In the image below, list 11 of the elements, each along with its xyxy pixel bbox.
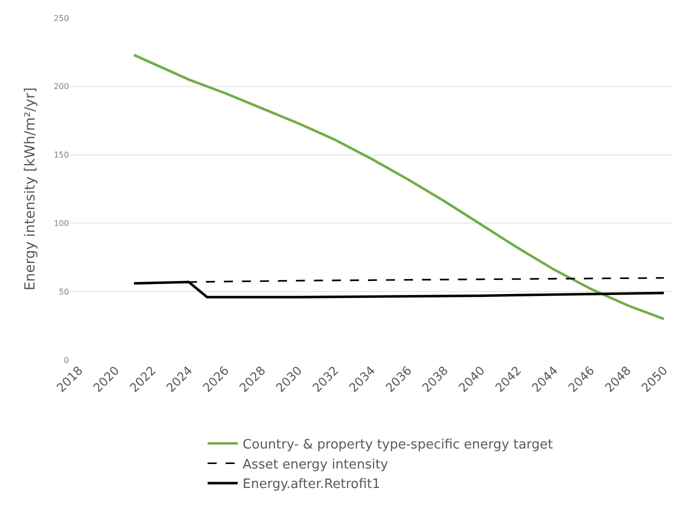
y-tick-label: 200 xyxy=(54,82,69,92)
legend-label: Asset energy intensity xyxy=(242,457,388,472)
y-tick-label: 50 xyxy=(58,287,69,296)
legend-label: Energy.after.Retrofit1 xyxy=(242,477,380,492)
y-tick-label: 250 xyxy=(54,14,69,23)
legend-label: Country- & property type-specific energy target xyxy=(242,437,553,452)
y-tick-label: 100 xyxy=(54,219,69,228)
y-axis-title: Energy intensity [kWh/m²/yr] xyxy=(22,87,38,291)
y-tick-label: 150 xyxy=(54,150,69,160)
y-tick-label: 0 xyxy=(64,356,69,365)
line-series xyxy=(132,54,666,320)
